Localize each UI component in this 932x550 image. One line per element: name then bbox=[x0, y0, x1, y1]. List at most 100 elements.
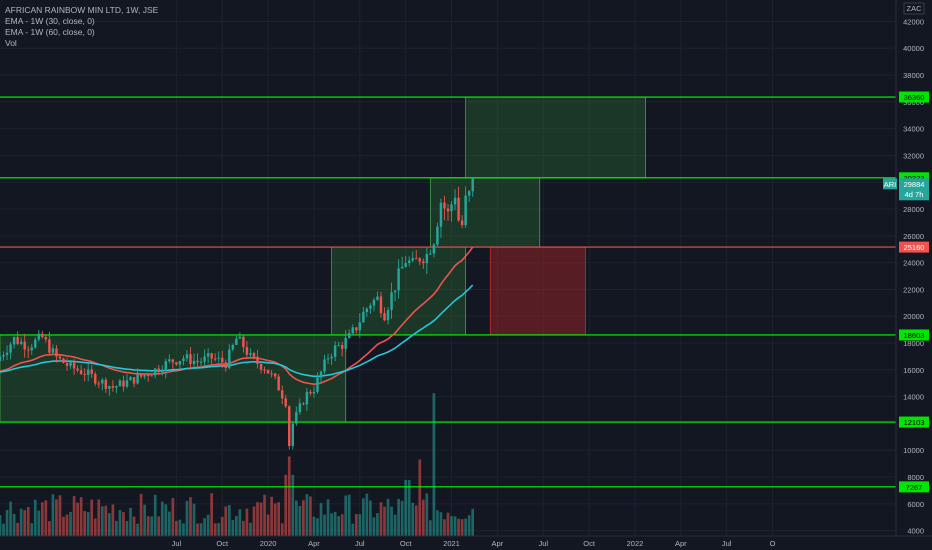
candle bbox=[404, 256, 407, 268]
candle bbox=[44, 334, 48, 343]
ema30-line bbox=[0, 246, 474, 386]
candle bbox=[48, 331, 51, 355]
candle-body bbox=[400, 266, 404, 269]
candle-body bbox=[55, 348, 58, 357]
candle bbox=[161, 365, 164, 376]
candle-body bbox=[132, 377, 136, 384]
ema30-legend[interactable]: EMA - 1W (30, close, 0) bbox=[5, 16, 95, 26]
candle bbox=[390, 282, 393, 319]
price-tick-label: 40000 bbox=[903, 44, 924, 53]
price-tick-label: 20000 bbox=[903, 312, 924, 321]
candle bbox=[150, 374, 153, 377]
candle bbox=[365, 307, 369, 317]
candle-body bbox=[118, 380, 122, 387]
candle bbox=[79, 364, 83, 375]
volume-bar bbox=[280, 523, 284, 536]
candle-body bbox=[153, 368, 157, 376]
candle-body bbox=[407, 260, 411, 264]
candle bbox=[376, 291, 379, 301]
time-axis[interactable]: Jul Oct 2020 Apr Jul Oct 2021 Apr Jul Oct 2022 Apr J… bbox=[172, 539, 776, 548]
candle-body bbox=[460, 220, 464, 226]
candle bbox=[231, 343, 235, 352]
chart-legend: AFRICAN RAINBOW MIN LTD, 1W, JSE EMA - 1… bbox=[5, 5, 158, 49]
candle-body bbox=[316, 377, 319, 392]
candle bbox=[312, 385, 316, 398]
volume-bar bbox=[44, 500, 48, 536]
candle-body bbox=[471, 178, 474, 192]
candle bbox=[280, 385, 284, 405]
candle-body bbox=[0, 356, 2, 361]
candle-body bbox=[372, 299, 376, 306]
candle bbox=[418, 256, 422, 266]
volume-bar bbox=[55, 499, 58, 536]
volume-bar bbox=[471, 508, 475, 536]
candle-body bbox=[79, 370, 83, 374]
candle bbox=[407, 256, 411, 267]
candle bbox=[55, 345, 58, 363]
volume-bar bbox=[69, 511, 72, 536]
ema60-legend[interactable]: EMA - 1W (60, close, 0) bbox=[5, 27, 95, 37]
candle bbox=[175, 361, 178, 366]
price-axis-background[interactable] bbox=[896, 0, 932, 536]
volume-bar bbox=[12, 513, 16, 536]
volume-bar bbox=[400, 500, 404, 536]
candle bbox=[136, 368, 139, 385]
candle bbox=[242, 335, 245, 353]
volume-bar bbox=[40, 502, 44, 536]
candle bbox=[228, 344, 231, 370]
candle bbox=[76, 365, 79, 373]
candle-body bbox=[139, 374, 143, 377]
volume-bar bbox=[287, 456, 291, 536]
candle-body bbox=[58, 356, 62, 359]
volume-legend[interactable]: Vol bbox=[5, 38, 17, 48]
candle bbox=[383, 307, 386, 322]
price-tick-label: 10000 bbox=[903, 446, 924, 455]
volume-bar bbox=[160, 501, 164, 536]
candle-body bbox=[101, 379, 104, 384]
candle bbox=[129, 375, 132, 381]
candle bbox=[245, 341, 249, 358]
candle bbox=[252, 351, 256, 360]
volume-bar bbox=[404, 479, 408, 536]
volume-bar bbox=[418, 459, 422, 536]
symbol-title[interactable]: AFRICAN RAINBOW MIN LTD, 1W, JSE bbox=[5, 5, 159, 15]
volume-bar bbox=[263, 494, 266, 536]
candle-body bbox=[129, 377, 132, 381]
volume-bar bbox=[100, 506, 104, 536]
candle bbox=[351, 324, 354, 336]
volume-bars bbox=[0, 393, 475, 536]
volume-bar bbox=[2, 523, 5, 536]
candle-body bbox=[302, 403, 305, 405]
volume-bar bbox=[340, 514, 344, 536]
volume-bar bbox=[97, 499, 101, 536]
volume-bar bbox=[139, 493, 143, 536]
candle-body bbox=[393, 290, 397, 293]
volume-bar bbox=[460, 519, 464, 536]
candle bbox=[400, 256, 404, 269]
candle bbox=[51, 344, 55, 355]
candle bbox=[453, 189, 457, 211]
candle bbox=[58, 355, 62, 361]
candle-body bbox=[266, 369, 270, 374]
price-tick-label: 16000 bbox=[903, 366, 924, 375]
level-tag-label: 30333 bbox=[904, 174, 925, 183]
candle bbox=[153, 367, 157, 379]
time-axis-background[interactable] bbox=[0, 536, 932, 550]
volume-bar bbox=[242, 520, 245, 536]
candle-body bbox=[439, 202, 443, 227]
candle bbox=[157, 364, 160, 376]
candle-body bbox=[298, 403, 302, 413]
volume-bar bbox=[319, 503, 323, 536]
candle bbox=[326, 353, 330, 364]
candle-body bbox=[369, 305, 372, 309]
volume-bar bbox=[273, 503, 277, 536]
volume-bar bbox=[210, 493, 213, 536]
candle-body bbox=[221, 357, 224, 363]
volume-bar bbox=[446, 512, 450, 536]
candle bbox=[432, 242, 436, 258]
candle bbox=[185, 350, 189, 362]
time-tick-label: Oct bbox=[216, 539, 229, 548]
volume-bar bbox=[115, 520, 118, 536]
volume-bar bbox=[93, 518, 97, 536]
